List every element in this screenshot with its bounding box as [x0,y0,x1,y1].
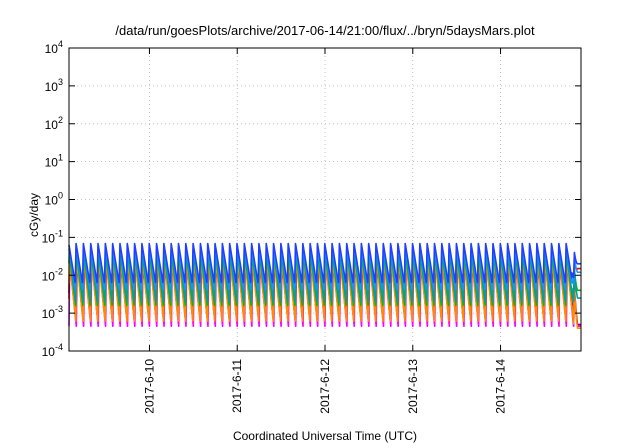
x-tick-label: 2017-6-12 [318,359,332,414]
series-layer [68,242,582,329]
x-tick-label: 2017-6-11 [230,359,244,413]
y-tick-label: 10-4 [42,342,63,359]
chart-title: /data/run/goesPlots/archive/2017-06-14/2… [115,23,535,38]
y-tick-label: 104 [45,39,63,56]
axis-ticks: 10-4 10-3 10-2 10-1 100 101 102 103 104 2017-6-10… [42,39,581,414]
y-tick-label: 10-1 [42,228,63,245]
x-tick-label: 2017-6-14 [494,359,508,414]
series-line [68,242,582,284]
x-tick-label: 2017-6-13 [406,359,420,414]
y-tick-label: 10-3 [42,304,63,321]
y-tick-label: 103 [45,77,63,94]
y-tick-label: 102 [45,115,63,132]
y-axis-label: cGy/day [27,193,41,237]
x-tick-label: 2017-6-10 [142,359,156,414]
x-axis-label: Coordinated Universal Time (UTC) [233,429,417,443]
y-tick-label: 100 [45,191,63,208]
y-tick-label: 101 [45,153,63,170]
y-tick-label: 10-2 [42,266,63,283]
